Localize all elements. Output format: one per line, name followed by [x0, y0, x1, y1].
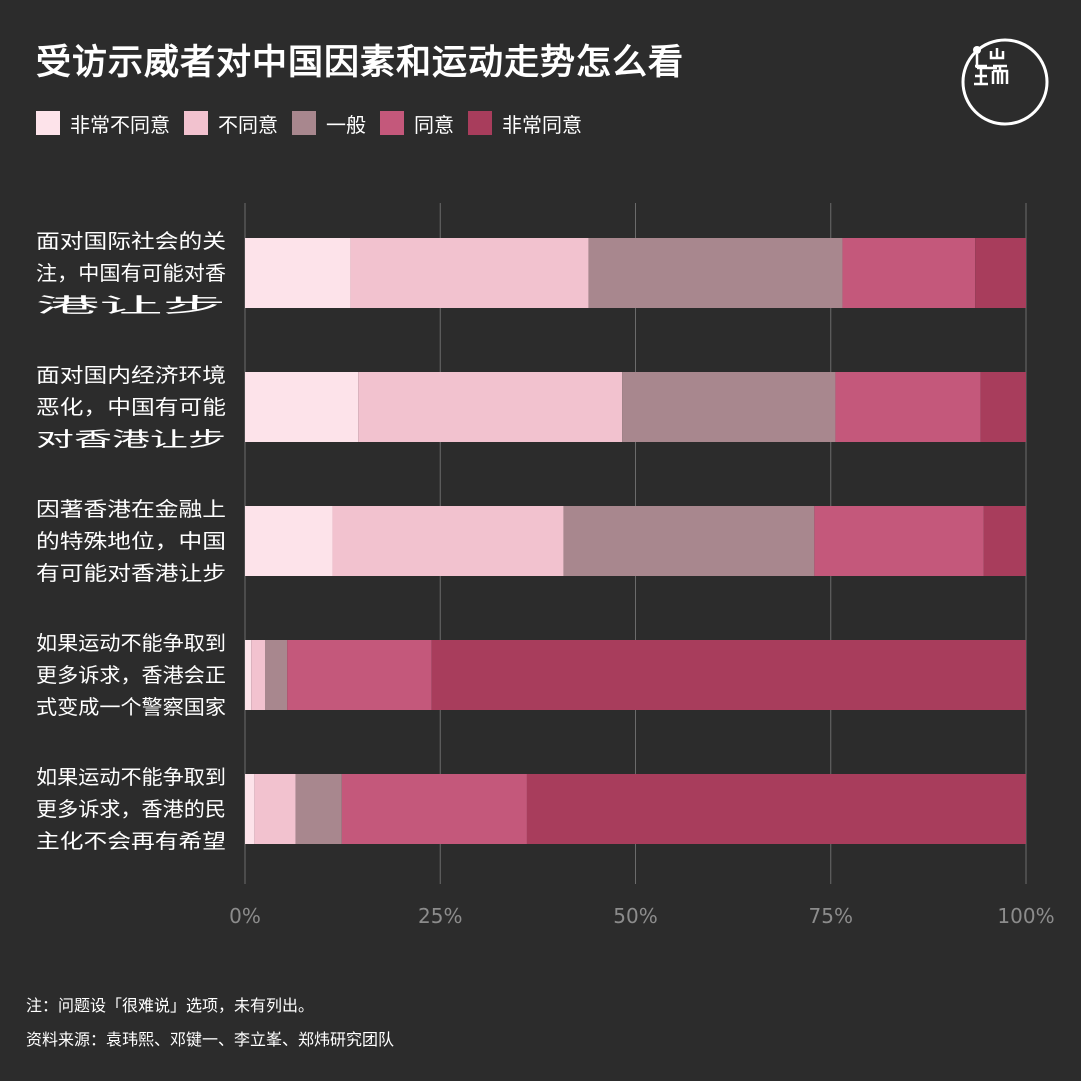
- logo-icon: [961, 38, 1049, 126]
- category-label: 因著香港在金融上: [36, 497, 226, 521]
- legend-item-agree: 同意: [380, 109, 454, 138]
- legend-item-neutral: 一般: [292, 109, 366, 138]
- bar-segment: [980, 372, 1026, 442]
- category-label: 的特殊地位，中国: [36, 529, 226, 553]
- x-tick-label: 100%: [997, 904, 1054, 928]
- category-label: 对香港让步: [36, 427, 226, 451]
- bar-segment: [622, 372, 836, 442]
- bar-segment: [341, 774, 527, 844]
- category-label: 恶化，中国有可能: [36, 395, 226, 419]
- legend-label: 同意: [414, 112, 454, 137]
- bar-segment: [526, 774, 1026, 844]
- bar-segment: [431, 640, 1026, 710]
- bar-segment: [563, 506, 815, 576]
- category-label: 更多诉求，香港的民: [36, 797, 226, 821]
- category-label: 面对国际社会的关: [36, 229, 226, 253]
- legend-item-strongly-agree: 非常同意: [468, 109, 582, 138]
- bar-segment: [251, 640, 266, 710]
- category-label: 如果运动不能争取到: [36, 765, 226, 789]
- legend-swatch: [292, 111, 316, 135]
- bar-segment: [245, 640, 252, 710]
- bar-segment: [983, 506, 1026, 576]
- x-tick-label: 0%: [229, 904, 261, 928]
- legend-swatch: [380, 111, 404, 135]
- legend-label: 一般: [326, 112, 366, 137]
- bar-segment: [245, 506, 333, 576]
- bar-segment: [814, 506, 984, 576]
- bar-segment: [835, 372, 981, 442]
- legend-swatch: [468, 111, 492, 135]
- legend-swatch: [184, 111, 208, 135]
- bar-segment: [265, 640, 288, 710]
- x-tick-label: 25%: [418, 904, 462, 928]
- category-label: 注，中国有可能对香: [36, 261, 226, 285]
- bar-segment: [358, 372, 623, 442]
- category-label: 式变成一个警察国家: [36, 695, 226, 719]
- bar-segment: [287, 640, 432, 710]
- x-tick-label: 50%: [613, 904, 657, 928]
- category-label: 如果运动不能争取到: [36, 631, 226, 655]
- legend-swatch: [36, 111, 60, 135]
- source-note: 资料来源：袁玮熙、邓键一、李立峯、郑炜研究团队: [26, 1030, 395, 1049]
- chart-title: 受访示威者对中国因素和运动走势怎么看: [36, 43, 685, 83]
- legend-item-disagree: 不同意: [184, 109, 278, 138]
- bar-segment: [842, 238, 976, 308]
- footnote: 注：问题设「很难说」选项，未有列出。: [26, 996, 315, 1015]
- legend: 非常不同意 不同意 一般 同意 非常同意: [36, 109, 596, 138]
- legend-label: 非常同意: [502, 112, 582, 137]
- bar-segment: [975, 238, 1026, 308]
- bar-segment: [245, 372, 359, 442]
- bar-segment: [588, 238, 843, 308]
- bar-segment: [295, 774, 342, 844]
- legend-label: 非常不同意: [70, 112, 170, 137]
- category-label: 港让步: [36, 293, 226, 317]
- bar-segment: [245, 774, 255, 844]
- category-label: 面对国内经济环境: [36, 363, 226, 387]
- bar-segment: [350, 238, 589, 308]
- bar-segment: [245, 238, 351, 308]
- category-label: 有可能对香港让步: [36, 561, 226, 585]
- legend-label: 不同意: [218, 112, 278, 137]
- bar-segment: [332, 506, 564, 576]
- x-tick-label: 75%: [809, 904, 853, 928]
- bar-segment: [254, 774, 296, 844]
- category-label: 更多诉求，香港会正: [36, 663, 226, 687]
- category-label: 主化不会再有希望: [36, 829, 226, 853]
- legend-item-strongly-disagree: 非常不同意: [36, 109, 170, 138]
